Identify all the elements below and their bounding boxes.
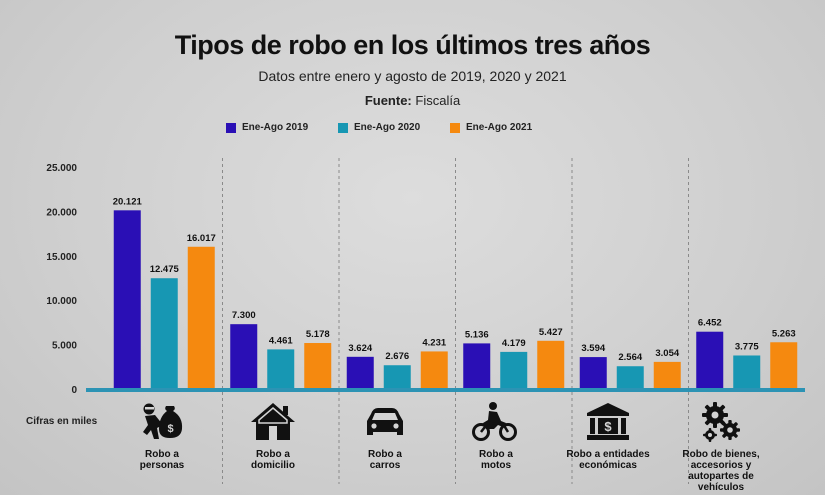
category-line: vehículos <box>697 482 745 493</box>
category-line: Robo a entidades <box>566 449 650 460</box>
bar <box>113 210 141 389</box>
category-line: Robo de bienes, <box>682 449 760 460</box>
bar <box>500 351 528 389</box>
y-tick-label: 10.000 <box>46 296 77 307</box>
thief-money-bag-icon: $ <box>143 403 183 439</box>
motorcycle-icon <box>472 402 517 441</box>
data-label: 7.300 <box>232 310 256 321</box>
bar <box>537 340 565 389</box>
data-label: 5.178 <box>306 329 330 340</box>
bar <box>579 357 607 389</box>
data-label: 12.475 <box>150 264 180 275</box>
legend-label-2021: Ene-Ago 2021 <box>466 122 533 133</box>
bar <box>733 355 761 389</box>
legend-item-2020: Ene-Ago 2020 <box>338 122 420 133</box>
data-label: 3.594 <box>581 343 605 354</box>
category-line: accesorios y <box>690 460 752 471</box>
data-label: 2.564 <box>618 352 642 363</box>
legend-swatch-2020 <box>338 122 348 133</box>
house-icon <box>251 403 295 440</box>
data-label: 4.231 <box>422 337 446 348</box>
gears-icon <box>702 402 740 442</box>
bar <box>770 342 798 389</box>
data-label: 5.427 <box>539 327 563 338</box>
bar <box>420 351 448 389</box>
category-line: domicilio <box>251 460 295 471</box>
y-tick-label: 5.000 <box>52 341 77 352</box>
data-label: 3.624 <box>348 343 372 354</box>
bank-icon: $ <box>587 403 629 440</box>
data-label: 16.017 <box>187 233 216 244</box>
category-line: carros <box>369 460 401 471</box>
legend-label-2019: Ene-Ago 2019 <box>242 122 309 133</box>
y-tick-label: 25.000 <box>46 163 77 174</box>
chart-legend: Ene-Ago 2019 Ene-Ago 2020 Ene-Ago 2021 <box>0 122 825 138</box>
chart-source: Fuente: Fiscalía <box>0 93 825 108</box>
category-line: Robo a <box>479 449 513 460</box>
legend-label-2020: Ene-Ago 2020 <box>354 122 421 133</box>
bar <box>150 278 178 389</box>
data-label: 5.136 <box>465 329 489 340</box>
car-icon <box>367 408 403 435</box>
bar <box>653 361 681 389</box>
chart-subtitle: Datos entre enero y agosto de 2019, 2020… <box>258 68 567 84</box>
bar <box>267 349 295 389</box>
category-label-personas: Robo a personas <box>107 449 217 471</box>
legend-item-2019: Ene-Ago 2019 <box>226 122 308 133</box>
category-label-motos: Robo a motos <box>441 449 551 471</box>
category-line: Robo a <box>256 449 290 460</box>
data-label: 5.263 <box>772 328 796 339</box>
category-label-entidades: Robo a entidades económicas <box>553 449 663 471</box>
y-axis-unit-label: Cifras en miles <box>26 416 98 427</box>
category-line: económicas <box>579 460 637 471</box>
data-label: 2.676 <box>385 351 409 362</box>
bar <box>187 246 215 389</box>
data-label: 20.121 <box>113 196 143 207</box>
svg-text:$: $ <box>604 419 612 434</box>
category-line: motos <box>481 460 511 471</box>
source-value: Fiscalía <box>415 93 461 108</box>
data-label: 3.054 <box>655 348 679 359</box>
category-line: autopartes de <box>688 471 754 482</box>
category-label-domicilio: Robo a domicilio <box>218 449 328 471</box>
y-tick-label: 20.000 <box>46 207 77 218</box>
category-label-autopartes: Robo de bienes, accesorios y autopartes … <box>666 449 776 493</box>
category-line: personas <box>139 460 185 471</box>
data-label: 4.179 <box>502 338 526 349</box>
legend-swatch-2021 <box>450 122 460 133</box>
legend-item-2021: Ene-Ago 2021 <box>450 122 532 133</box>
y-tick-label: 15.000 <box>46 252 77 263</box>
legend-swatch-2019 <box>226 122 236 133</box>
bar <box>383 365 411 389</box>
bar <box>230 324 258 389</box>
category-label-carros: Robo a carros <box>330 449 440 471</box>
bar <box>304 343 332 389</box>
bar <box>696 331 724 389</box>
y-tick-label: 0 <box>71 385 77 396</box>
chart-title: Tipos de robo en los últimos tres años <box>174 30 651 60</box>
category-line: Robo a <box>368 449 402 460</box>
svg-text:$: $ <box>167 423 173 435</box>
bar <box>463 343 491 389</box>
bar <box>346 356 374 389</box>
bar <box>616 366 644 389</box>
x-axis-baseline <box>86 388 805 392</box>
data-label: 6.452 <box>698 318 722 329</box>
data-label: 4.461 <box>269 335 293 346</box>
source-label: Fuente: <box>364 93 412 108</box>
category-line: Robo a <box>145 449 179 460</box>
data-label: 3.775 <box>735 341 759 352</box>
